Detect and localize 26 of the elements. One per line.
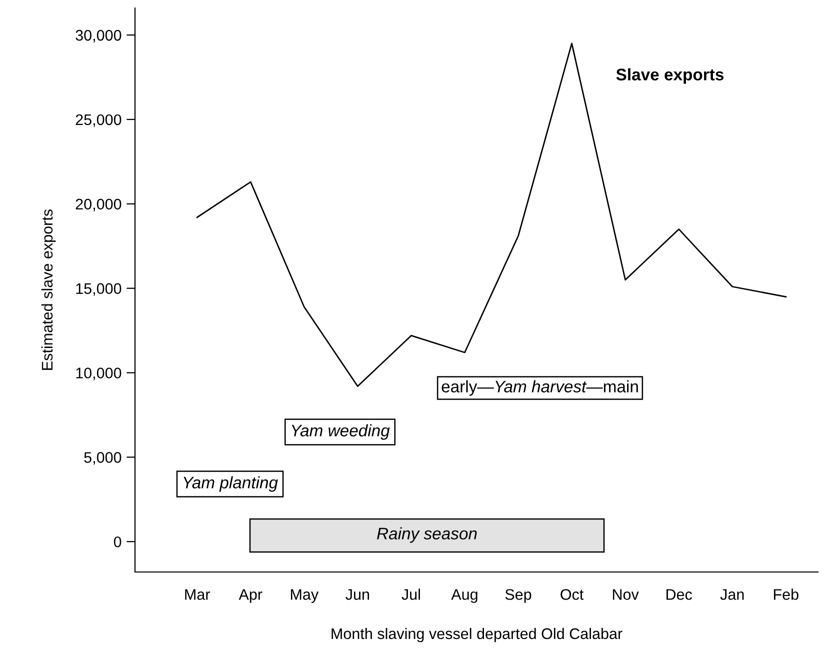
x-tick-label: Mar: [185, 589, 210, 600]
x-tick-label: Jul: [402, 588, 420, 600]
y-tick-label: 10,000: [76, 368, 122, 380]
annotation: Yam weeding: [292, 424, 390, 440]
y-tick-label: 0: [114, 536, 122, 548]
x-tick-label: Aug: [451, 589, 478, 603]
x-tick-label: Oct: [560, 589, 584, 600]
x-tick-label: May: [290, 589, 319, 603]
text: Slave exports: [616, 68, 724, 84]
x-tick-label: Jun: [346, 589, 369, 600]
y-tick-label: 25,000: [76, 114, 122, 127]
annotation: Rainy season: [377, 527, 477, 543]
y-axis-title: Estimated slave exports: [41, 209, 56, 370]
annotation: early—Yam harvest—main: [442, 380, 638, 396]
annotation: Yam planting: [184, 476, 278, 492]
x-tick-label: Sep: [505, 589, 532, 603]
x-tick-label: Apr: [238, 589, 262, 603]
y-tick-label: 20,000: [76, 198, 122, 212]
x-axis-title: Month slaving vessel departed Old Calabar: [332, 628, 622, 642]
y-tick-label: 30,000: [76, 30, 122, 43]
x-tick-label: Feb: [774, 588, 798, 600]
y-tick-label: 5,000: [84, 452, 122, 465]
x-tick-label: Nov: [612, 589, 639, 600]
x-tick-label: Jan: [720, 589, 744, 600]
x-tick-label: Dec: [666, 589, 692, 600]
y-tick-label: 15,000: [76, 283, 122, 296]
